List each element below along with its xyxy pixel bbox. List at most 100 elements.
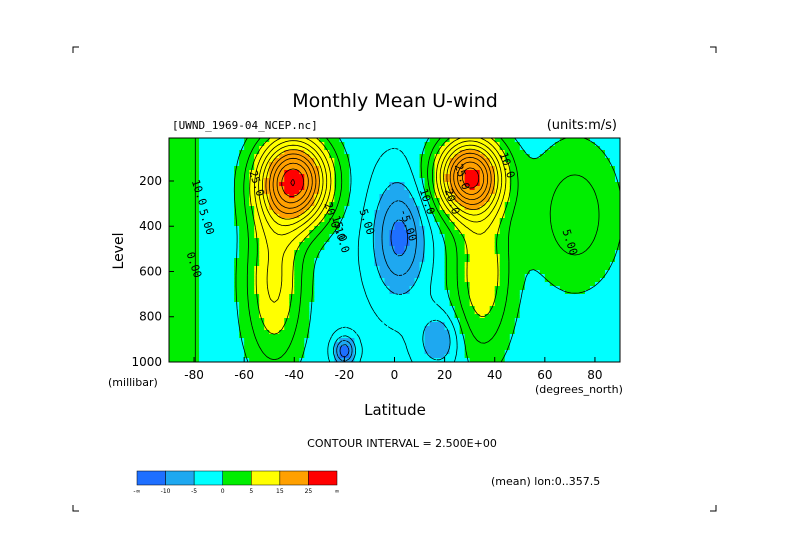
contour-fill-cell [479, 282, 486, 287]
contour-fill-cell [604, 150, 611, 155]
contour-fill-cell [319, 298, 325, 303]
contour-fill-cell [549, 290, 556, 295]
contour-fill-cell [564, 214, 571, 219]
contour-fill-cell [329, 230, 335, 235]
contour-fill-cell [414, 146, 421, 151]
contour-fill-cell [274, 218, 280, 223]
contour-fill-cell [419, 350, 426, 355]
contour-fill-cell [484, 138, 491, 143]
contour-fill-cell [579, 206, 586, 211]
contour-fill-cell [184, 158, 190, 163]
contour-fill-cell [569, 278, 576, 283]
contour-fill-cell [394, 294, 401, 299]
contour-fill-cell [599, 242, 606, 247]
contour-fill-cell [459, 234, 466, 239]
contour-fill-cell [594, 322, 601, 327]
contour-fill-cell [589, 330, 596, 335]
contour-fill-cell [264, 198, 270, 203]
contour-fill-cell [199, 206, 205, 211]
contour-fill-cell [384, 266, 391, 271]
contour-fill-cell [214, 270, 220, 275]
contour-fill-cell [284, 154, 290, 159]
contour-fill-cell [189, 170, 195, 175]
contour-fill-cell [234, 282, 240, 287]
contour-fill-cell [609, 158, 616, 163]
contour-fill-cell [549, 186, 556, 191]
contour-fill-cell [549, 174, 556, 179]
contour-fill-cell [319, 354, 325, 359]
contour-fill-cell [274, 238, 280, 243]
contour-fill-cell [589, 302, 596, 307]
contour-fill-cell [444, 218, 451, 223]
contour-fill-cell [254, 174, 260, 179]
contour-fill-cell [334, 202, 340, 207]
contour-fill-cell [324, 242, 330, 247]
contour-fill-cell [189, 306, 195, 311]
contour-fill-cell [359, 306, 366, 311]
contour-fill-cell [554, 318, 561, 323]
contour-fill-cell [324, 334, 330, 339]
contour-fill-cell [404, 354, 411, 359]
contour-fill-cell [529, 146, 536, 151]
contour-fill-cell [294, 274, 300, 279]
contour-fill-cell [284, 346, 290, 351]
contour-fill-cell [189, 150, 195, 155]
contour-fill-cell [229, 234, 235, 239]
contour-fill-cell [334, 318, 340, 323]
contour-fill-cell [314, 306, 320, 311]
contour-fill-cell [359, 278, 366, 283]
contour-fill-cell [579, 246, 586, 251]
contour-fill-cell [319, 238, 325, 243]
contour-fill-cell [599, 186, 606, 191]
contour-fill-cell [534, 246, 541, 251]
contour-fill-cell [264, 250, 270, 255]
contour-fill-cell [499, 302, 506, 307]
contour-fill-cell [574, 182, 581, 187]
contour-fill-cell [219, 290, 225, 295]
contour-fill-cell [484, 170, 491, 175]
contour-fill-cell [184, 210, 190, 215]
contour-fill-cell [274, 234, 280, 239]
contour-fill-cell [589, 298, 596, 303]
contour-fill-cell [429, 274, 436, 279]
contour-fill-cell [529, 346, 536, 351]
contour-fill-cell [269, 294, 275, 299]
contour-fill-cell [574, 230, 581, 235]
contour-fill-cell [514, 318, 521, 323]
contour-fill-cell [494, 350, 501, 355]
contour-fill-cell [354, 338, 361, 343]
contour-fill-cell [384, 214, 391, 219]
contour-fill-cell [434, 170, 441, 175]
contour-fill-cell [334, 342, 340, 347]
contour-fill-cell [549, 142, 556, 147]
contour-fill-cell [264, 262, 270, 267]
contour-fill-cell [304, 214, 310, 219]
contour-fill-cell [369, 194, 376, 199]
contour-fill-cell [219, 158, 225, 163]
contour-fill-cell [504, 166, 511, 171]
contour-fill-cell [194, 318, 200, 323]
contour-fill-cell [534, 146, 541, 151]
contour-fill-cell [374, 142, 381, 147]
contour-fill-cell [454, 166, 461, 171]
contour-fill-cell [194, 138, 200, 143]
contour-fill-cell [389, 302, 396, 307]
contour-fill-cell [224, 246, 230, 251]
contour-fill-cell [359, 254, 366, 259]
contour-fill-cell [334, 278, 340, 283]
contour-fill-cell [499, 150, 506, 155]
contour-fill-cell [484, 146, 491, 151]
contour-fill-cell [239, 354, 245, 359]
contour-fill-cell [564, 202, 571, 207]
contour-fill-cell [209, 290, 215, 295]
contour-fill-cell [394, 250, 401, 255]
contour-fill-cell [199, 334, 205, 339]
contour-fill-cell [299, 350, 305, 355]
contour-fill-cell [209, 186, 215, 191]
contour-fill-cell [609, 190, 616, 195]
contour-fill-cell [524, 234, 531, 239]
contour-fill-cell [359, 334, 366, 339]
contour-fill-cell [224, 334, 230, 339]
contour-fill-cell [259, 270, 265, 275]
